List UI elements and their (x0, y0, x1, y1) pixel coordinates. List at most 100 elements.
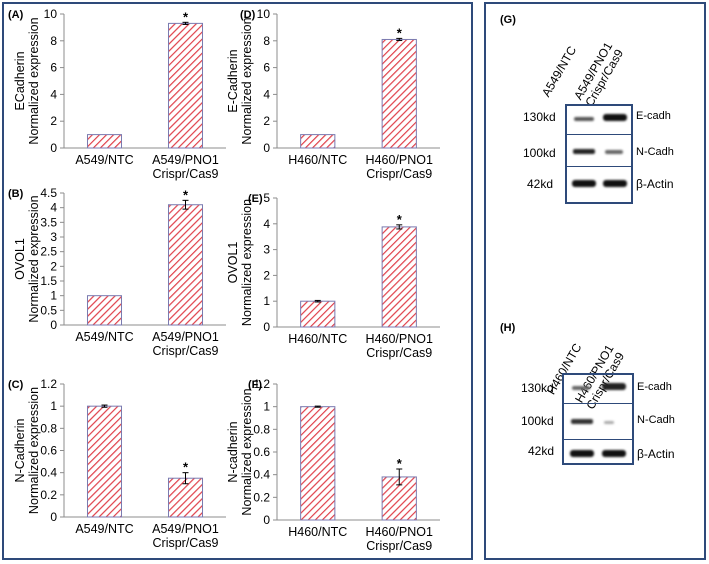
chart-d-bar-2 (381, 38, 417, 149)
chart-b-ylabel-line-2: Normalized expression (27, 195, 41, 322)
chart-e-ylabel-line-2: Normalized expression (240, 199, 254, 326)
chart-c-ytick-label-4: 0.8 (40, 421, 57, 435)
blot-h-actin-band-1 (570, 450, 594, 457)
chart-b-ylabel-line-1: OVOL1 (13, 238, 27, 280)
chart-c-ylabel-line-1: N-Cadherin (13, 418, 27, 482)
chart-c-ytick-label-0: 0 (50, 510, 57, 524)
chart-a-category-label-1: A549/NTC (75, 153, 133, 167)
chart-f-ytick-label-1: 0.2 (253, 490, 270, 504)
blot-h-ecadh-band-1 (572, 386, 590, 390)
chart-a-ytick-label-3: 6 (50, 61, 57, 75)
chart-f-ytick-label-5: 1 (263, 400, 270, 414)
chart-b-ytick-label-7: 3.5 (40, 215, 57, 229)
blot-g-kd-3: 42kd (527, 177, 554, 191)
blot-g-ncadh-band-1 (573, 149, 595, 154)
chart-e-ytick-label-3: 3 (263, 243, 270, 257)
chart-f-category-label-2-line-2: Crispr/Cas9 (366, 539, 432, 553)
chart-d-ylabel-line-1: E-Cadherin (226, 49, 240, 112)
blot-h-membrane (562, 373, 634, 465)
chart-f-ylabel-line-1: N-cadherin (226, 421, 240, 482)
chart-a-ylabel-line-1: ECadherin (13, 51, 27, 110)
chart-a-ytick-label-4: 8 (50, 34, 57, 48)
chart-c-bar-2 (167, 477, 204, 518)
chart-b-panel-label: (B) (8, 188, 24, 200)
chart-c-ytick-label-2: 0.4 (40, 466, 57, 480)
chart-c-ytick-label-6: 1.2 (40, 377, 57, 391)
chart-e-ytick-label-5: 5 (263, 191, 270, 205)
chart-b-category-label-2-line-2: Crispr/Cas9 (153, 344, 219, 358)
blot-g-kd-2: 100kd (523, 146, 556, 160)
chart-b-ytick-label-5: 2.5 (40, 245, 57, 259)
chart-d-panel-label: (D) (240, 9, 256, 21)
chart-a-ytick-label-1: 2 (50, 114, 57, 128)
chart-e-ytick-label-2: 2 (263, 268, 270, 282)
chart-f-ytick-label-4: 0.8 (253, 422, 270, 436)
chart-a-significance-2: * (183, 9, 189, 24)
chart-f-category-label-2-line-1: H460/PNO1 (366, 525, 433, 539)
blot-h-panel-label: (H) (500, 322, 516, 334)
chart-c-category-label-2-line-1: A549/PNO1 (152, 522, 219, 536)
blot-g-protein-1: E-cadh (636, 110, 671, 122)
chart-d-ytick-label-4: 8 (263, 34, 270, 48)
chart-b-ytick-label-3: 1.5 (40, 274, 57, 288)
chart-c-category-label-2-line-2: Crispr/Cas9 (153, 536, 219, 550)
chart-c-significance-2: * (183, 460, 189, 475)
charts-frame (2, 2, 473, 560)
chart-f-bar-1 (300, 406, 336, 521)
blot-h-protein-1: E-cadh (637, 381, 672, 393)
chart-d-ytick-label-5: 10 (257, 7, 271, 21)
chart-e-ytick-label-0: 0 (263, 320, 270, 334)
blot-h-protein-3: β-Actin (637, 447, 675, 461)
chart-f-panel-label: (F) (248, 379, 262, 391)
chart-b-ytick-label-9: 4.5 (40, 186, 57, 200)
chart-f-ytick-label-2: 0.4 (253, 468, 270, 482)
chart-e-ytick-label-1: 1 (263, 294, 270, 308)
chart-a-category-label-2-line-1: A549/PNO1 (152, 153, 219, 167)
chart-b-category-label-1: A549/NTC (75, 330, 133, 344)
chart-c-category-label-1: A549/NTC (75, 522, 133, 536)
chart-c-panel-label: (C) (8, 379, 24, 391)
chart-b-ytick-label-1: 0.5 (40, 303, 57, 317)
blot-g-ncadh-band-2 (605, 150, 623, 154)
blot-h-kd-1: 130kd (521, 381, 554, 395)
chart-f-ylabel-line-2: Normalized expression (240, 388, 254, 515)
blot-h-ecadh-band-2 (602, 383, 626, 390)
blot-g-protein-3: β-Actin (636, 177, 674, 191)
chart-d-ytick-label-3: 6 (263, 61, 270, 75)
chart-a-ytick-label-0: 0 (50, 141, 57, 155)
blot-g-membrane (565, 104, 633, 204)
chart-d-significance-2: * (397, 25, 403, 40)
chart-b-category-label-2-line-1: A549/PNO1 (152, 330, 219, 344)
chart-f-ytick-label-6: 1.2 (253, 377, 270, 391)
chart-a-ylabel-line-2: Normalized expression (27, 17, 41, 144)
chart-a-category-label-2-line-2: Crispr/Cas9 (153, 167, 219, 181)
blot-g-ecadh-band-2 (603, 114, 627, 121)
chart-f-ytick-label-3: 0.6 (253, 445, 270, 459)
chart-e-category-label-1: H460/NTC (288, 332, 347, 346)
chart-a-bar-2 (167, 22, 204, 149)
chart-b-ytick-label-8: 4 (50, 201, 57, 215)
chart-d-ylabel-line-2: Normalized expression (240, 17, 254, 144)
chart-b-bar-1 (86, 295, 123, 326)
blot-g-actin-band-1 (572, 180, 596, 187)
chart-e-category-label-2-line-1: H460/PNO1 (366, 332, 433, 346)
blot-h-ncadh-band-1 (571, 419, 593, 424)
blot-h-protein-2: N-Cadh (637, 414, 675, 426)
chart-e-bar-2 (381, 226, 417, 328)
chart-a-panel-label: (A) (8, 9, 24, 21)
chart-d-category-label-2-line-1: H460/PNO1 (366, 153, 433, 167)
blot-g-kd-1: 130kd (523, 110, 556, 124)
chart-d-ytick-label-0: 0 (263, 141, 270, 155)
chart-b-ytick-label-2: 1 (50, 289, 57, 303)
chart-e-panel-label: (E) (248, 193, 263, 205)
chart-d-ytick-label-2: 4 (263, 87, 270, 101)
chart-d-category-label-1: H460/NTC (288, 153, 347, 167)
chart-c-ytick-label-3: 0.6 (40, 444, 57, 458)
chart-d-bar-1 (300, 134, 336, 149)
blot-h-actin-band-2 (602, 450, 626, 457)
blot-g-panel-label: (G) (500, 14, 516, 26)
blot-g-ecadh-band-1 (574, 117, 594, 121)
chart-a-ytick-label-2: 4 (50, 87, 57, 101)
blot-g-protein-2: N-Cadh (636, 146, 674, 158)
